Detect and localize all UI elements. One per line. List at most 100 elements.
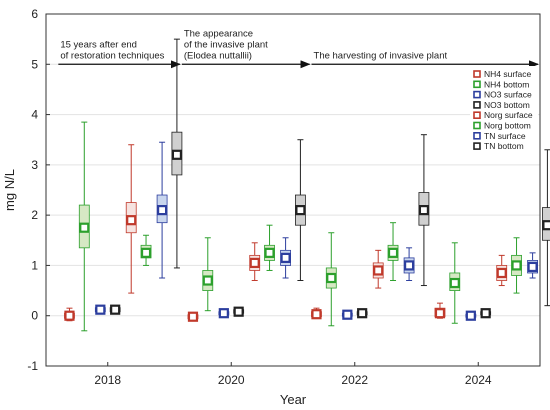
- legend-swatch: [473, 121, 481, 130]
- box-median-marker: [171, 149, 183, 160]
- box-median-marker: [357, 308, 368, 319]
- box-tn-bottom: [295, 139, 306, 282]
- box-median-marker: [418, 205, 430, 216]
- box-tn-surface: [403, 247, 415, 282]
- box-nh4-surface: [64, 307, 75, 322]
- legend-swatch: [473, 142, 481, 150]
- legend-swatch: [473, 70, 481, 78]
- box-norg-bottom: [387, 222, 399, 282]
- box-median-marker: [465, 310, 476, 321]
- box-median-marker: [79, 222, 90, 233]
- box-median-marker: [110, 304, 121, 315]
- box-tn-surface: [280, 237, 291, 279]
- legend-swatch: [473, 101, 481, 109]
- legend-label: NO3 bottom: [484, 100, 530, 110]
- box-median-marker: [233, 306, 244, 317]
- box-median-marker: [511, 260, 522, 271]
- box-plots: [64, 38, 550, 332]
- box-median-marker: [218, 308, 229, 319]
- box-median-marker: [264, 247, 275, 258]
- box-nh4-surface: [434, 302, 446, 319]
- box-median-marker: [496, 267, 507, 279]
- x-tick-label: 2022: [341, 373, 368, 387]
- box-tn-bottom: [542, 149, 550, 307]
- box-tn-surface: [527, 252, 538, 279]
- box-median-marker: [311, 309, 322, 320]
- x-axis-title: Year: [280, 392, 307, 407]
- box-tn-surface: [156, 141, 168, 279]
- box-tn-bottom: [171, 38, 183, 269]
- legend-label: TN bottom: [484, 141, 524, 151]
- legend-label: NH4 bottom: [484, 79, 529, 89]
- box-norg-bottom: [511, 237, 522, 294]
- box-no3-bottom: [356, 308, 368, 319]
- annotations: 15 years after end of restoration techniq…: [58, 28, 539, 69]
- box-norg-surface: [125, 144, 137, 294]
- x-tick-label: 2024: [465, 373, 492, 387]
- box-median-marker: [434, 308, 446, 319]
- plot-frame: [45, 13, 541, 367]
- box-median-marker: [295, 205, 306, 216]
- legend-label: Norg surface: [484, 110, 533, 120]
- box-no3-bottom: [109, 304, 121, 315]
- box-no3-surface: [94, 304, 106, 315]
- legend-label: Norg bottom: [484, 121, 531, 131]
- annotation-text: The appearance of the invasive plant (Elod…: [184, 28, 268, 61]
- box-norg-bottom: [264, 224, 275, 271]
- box-median-marker: [280, 252, 291, 263]
- box-nh4-surface: [311, 307, 322, 320]
- box-no3-bottom: [233, 306, 245, 317]
- box-median-marker: [64, 310, 75, 321]
- y-tick-label: 5: [31, 57, 38, 71]
- box-no3-surface: [218, 308, 230, 319]
- legend-label: TN surface: [484, 131, 526, 141]
- box-no3-surface: [465, 310, 477, 321]
- legend-swatch: [473, 111, 481, 119]
- legend-label: NO3 surface: [484, 90, 532, 100]
- box-no3-surface: [341, 309, 353, 320]
- box-median-marker: [326, 272, 337, 284]
- box-median-marker: [387, 247, 399, 258]
- box-median-marker: [202, 275, 213, 286]
- box-median-marker: [342, 309, 353, 320]
- box-tn-bottom: [418, 134, 430, 287]
- box-median-marker: [249, 257, 260, 269]
- box-no3-bottom: [480, 308, 492, 319]
- y-axis: -1 0 1 2 3 4 5 6: [27, 7, 50, 373]
- legend-swatch: [473, 90, 481, 99]
- box-median-marker: [140, 247, 152, 258]
- box-norg-surface: [496, 254, 508, 287]
- y-tick-label: 4: [31, 108, 38, 122]
- legend-background: [470, 66, 538, 155]
- box-median-marker: [156, 205, 168, 216]
- box-median-marker: [480, 308, 491, 319]
- box-median-marker: [373, 265, 384, 276]
- box-median-marker: [403, 260, 415, 271]
- box-nh4-bottom: [78, 121, 90, 332]
- box-median-marker: [449, 277, 460, 289]
- box-nh4-surface: [187, 311, 199, 322]
- box-median-marker: [187, 311, 199, 322]
- y-tick-label: -1: [27, 359, 38, 373]
- y-tick-label: 3: [31, 158, 38, 172]
- box-median-marker: [527, 261, 538, 273]
- legend-label: NH4 surface: [484, 69, 532, 79]
- box-median-marker: [126, 215, 137, 226]
- y-tick-label: 0: [31, 309, 38, 323]
- y-tick-label: 6: [31, 7, 38, 21]
- box-norg-bottom: [140, 234, 152, 266]
- y-axis-title: mg N/L: [2, 169, 17, 211]
- x-tick-label: 2020: [218, 373, 245, 387]
- box-nh4-bottom: [449, 242, 461, 324]
- box-median-marker: [542, 220, 550, 231]
- box-nh4-bottom: [202, 237, 214, 312]
- y-tick-label: 1: [31, 258, 38, 272]
- y-tick-label: 2: [31, 208, 38, 222]
- x-tick-label: 2018: [94, 373, 121, 387]
- legend-swatch: [473, 132, 481, 140]
- annotation-text: 15 years after end of restoration techniq…: [60, 39, 164, 61]
- box-median-marker: [95, 304, 106, 315]
